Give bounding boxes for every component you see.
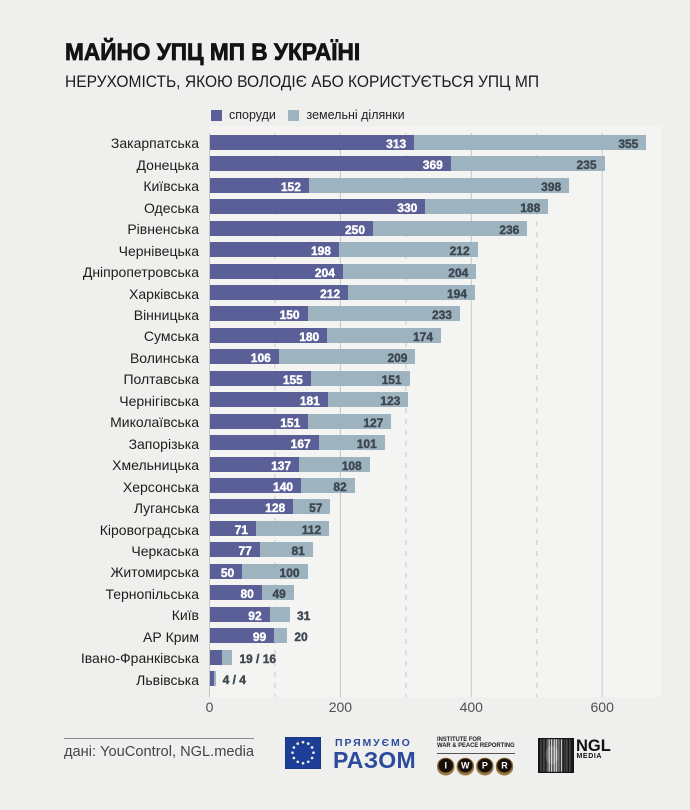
- svg-text:W: W: [461, 760, 470, 770]
- svg-text:R: R: [501, 760, 508, 770]
- svg-text:P: P: [482, 760, 488, 770]
- svg-text:I: I: [444, 760, 447, 770]
